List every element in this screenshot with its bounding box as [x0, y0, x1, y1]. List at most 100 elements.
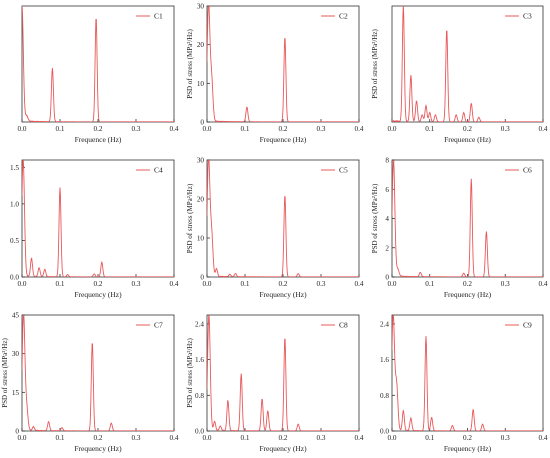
- x-axis-label: Frequency (Hz): [74, 290, 122, 299]
- x-tick-label: 0.2: [94, 434, 103, 442]
- y-tick-label: 1.6: [195, 356, 204, 364]
- y-axis-label: PSD of stress (MPa²/Hz): [186, 29, 194, 99]
- legend-label: C4: [154, 166, 163, 175]
- x-tick-label: 0.4: [539, 125, 548, 133]
- y-axis-label: PSD of stress (MPa²/Hz): [371, 29, 379, 99]
- y-axis-label: PSD of stress (MPa²/Hz): [371, 183, 379, 253]
- x-axis-label: Frequency (Hz): [444, 444, 492, 453]
- x-axis-label: Frequence (Hz): [260, 135, 307, 144]
- y-tick-label: 0.8: [195, 392, 204, 400]
- panel-c2: 0.0 0.1 0.2 0.3 0.4 0 10 20 30 Frequence (Hz) PSD …: [186, 3, 364, 145]
- x-axis-label: Frequency (Hz): [74, 444, 122, 453]
- psd-series-line: [207, 160, 359, 277]
- x-tick-label: 0.2: [463, 434, 472, 442]
- legend-label: C2: [339, 12, 348, 21]
- x-tick-label: 0.4: [170, 125, 179, 133]
- y-tick-label: 0.8: [380, 392, 389, 400]
- y-tick-label: 0: [15, 428, 19, 436]
- x-tick-label: 0.0: [203, 280, 212, 288]
- panel-c4: 0.0 0.1 0.2 0.3 0.4 0.0 0.5 1.0 1.5 Frequency (Hz…: [10, 159, 179, 299]
- legend-label: C3: [523, 12, 532, 21]
- x-tick-label: 0.3: [501, 434, 510, 442]
- psd-series-line: [22, 160, 174, 277]
- psd-series-line: [207, 6, 359, 122]
- x-tick-label: 0.3: [317, 434, 326, 442]
- x-tick-label: 0.2: [279, 280, 288, 288]
- legend-label: C9: [523, 321, 532, 330]
- x-tick-label: 0.3: [317, 125, 326, 133]
- y-tick-label: 2: [385, 244, 389, 252]
- y-tick-label: 4: [385, 215, 389, 223]
- y-axis-label: PSD of stress (MPa²/Hz): [1, 338, 9, 408]
- x-tick-label: 0.4: [355, 125, 364, 133]
- x-tick-label: 0.3: [501, 280, 510, 288]
- y-tick-label: 10: [197, 235, 205, 243]
- x-axis-label: Frequency (Hz): [259, 290, 307, 299]
- plot-frame: [21, 314, 175, 432]
- psd-series-line: [22, 6, 174, 122]
- x-tick-label: 0.4: [355, 280, 364, 288]
- x-tick-label: 0.2: [94, 280, 103, 288]
- y-axis-label: PSD of stress (MPa²/Hz): [186, 183, 194, 253]
- y-tick-label: 8: [385, 157, 389, 165]
- x-tick-label: 0.1: [241, 125, 250, 133]
- y-tick-label: 30: [197, 157, 205, 165]
- x-tick-label: 0.0: [203, 125, 212, 133]
- legend-label: C8: [339, 321, 348, 330]
- y-tick-label: 30: [12, 350, 20, 358]
- plot-frame: [21, 159, 175, 278]
- x-tick-label: 0.4: [539, 280, 548, 288]
- x-tick-label: 0.0: [388, 434, 397, 442]
- x-tick-label: 0.2: [463, 280, 472, 288]
- psd-series-line: [207, 315, 359, 431]
- y-tick-label: 0.5: [10, 237, 19, 245]
- y-tick-label: 6: [385, 186, 389, 194]
- plot-frame: [391, 159, 544, 278]
- x-tick-label: 0.1: [241, 280, 250, 288]
- x-tick-label: 0.3: [501, 125, 510, 133]
- x-tick-label: 0.1: [56, 125, 65, 133]
- x-tick-label: 0.0: [18, 280, 27, 288]
- x-tick-label: 0.0: [18, 434, 27, 442]
- y-tick-label: 10: [197, 80, 205, 88]
- y-tick-label: 20: [197, 41, 205, 49]
- y-tick-label: 0: [200, 119, 204, 127]
- x-axis-label: Frequency (Hz): [259, 444, 307, 453]
- x-tick-label: 0.2: [463, 125, 472, 133]
- x-tick-label: 0.1: [425, 434, 434, 442]
- y-tick-label: 45: [12, 312, 20, 320]
- x-tick-label: 0.1: [425, 280, 434, 288]
- plot-frame: [391, 5, 544, 123]
- x-axis-label: Frequence (Hz): [75, 135, 122, 144]
- y-tick-label: 15: [12, 389, 20, 397]
- y-axis-label: PSD of stress (MPa²/Hz): [186, 338, 194, 408]
- x-tick-label: 0.3: [132, 125, 141, 133]
- y-tick-label: 0.0: [195, 428, 204, 436]
- x-tick-label: 0.0: [388, 125, 397, 133]
- x-tick-label: 0.0: [203, 434, 212, 442]
- legend-label: C1: [154, 12, 163, 21]
- x-tick-label: 0.2: [94, 125, 103, 133]
- legend-label: C5: [339, 166, 348, 175]
- x-tick-label: 0.1: [56, 280, 65, 288]
- psd-series-line: [392, 160, 543, 277]
- x-tick-label: 0.4: [355, 434, 364, 442]
- plot-frame: [391, 314, 544, 432]
- x-tick-label: 0.1: [241, 434, 250, 442]
- y-tick-label: 20: [197, 196, 205, 204]
- x-tick-label: 0.4: [170, 280, 179, 288]
- x-tick-label: 0.1: [56, 434, 65, 442]
- x-tick-label: 0.1: [425, 125, 434, 133]
- y-tick-label: 0: [200, 274, 204, 282]
- panel-c7: 0.0 0.1 0.2 0.3 0.4 0 15 30 45 Frequency (Hz) PSD …: [1, 312, 179, 454]
- x-tick-label: 0.0: [388, 280, 397, 288]
- y-tick-label: 1.6: [380, 356, 389, 364]
- psd-series-line: [392, 6, 543, 122]
- x-axis-label: Frequence (Hz): [444, 135, 491, 144]
- y-tick-label: 0.0: [380, 428, 389, 436]
- legend-label: C7: [154, 321, 163, 330]
- x-tick-label: 0.2: [279, 434, 288, 442]
- x-tick-label: 0.3: [132, 434, 141, 442]
- panel-c5: 0.0 0.1 0.2 0.3 0.4 0 10 20 30 Frequency (Hz) PSD …: [186, 157, 364, 300]
